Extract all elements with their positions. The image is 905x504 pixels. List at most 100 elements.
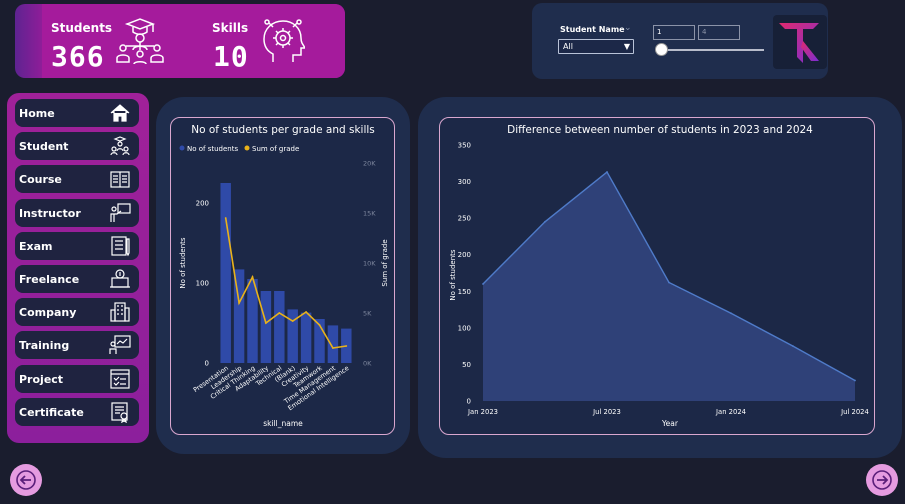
area-chart-title: Difference between number of students in…	[507, 124, 813, 136]
y2-tick-label: 5K	[363, 310, 372, 318]
nav-item-label: Project	[19, 372, 64, 386]
y-tick-label: 250	[458, 215, 471, 223]
area-point[interactable]	[482, 283, 484, 285]
y-tick-label: 0	[467, 398, 471, 406]
kpi-card: Students 366 Skills 10	[15, 4, 345, 78]
nav-item-label: Instructor	[19, 206, 81, 220]
nav-item-label: Student	[19, 140, 69, 154]
grade-point[interactable]	[238, 302, 240, 304]
bar[interactable]	[260, 291, 272, 363]
brand-logo	[773, 15, 827, 69]
bar-chart: No of students per grade and skills No o…	[179, 124, 389, 428]
y-tick-label: 50	[462, 361, 471, 369]
student-name-label: Student Name	[560, 25, 625, 34]
bar[interactable]	[327, 325, 339, 363]
range-slider-thumb[interactable]	[655, 43, 668, 56]
bar[interactable]	[287, 309, 298, 363]
freelance-icon	[110, 269, 130, 288]
nav-panel: Home Student Course Instructor Exam Freelance…	[7, 93, 149, 443]
instructor-icon	[110, 202, 131, 222]
training-icon	[109, 335, 131, 355]
x-tick-label: Jul 2023	[592, 408, 621, 416]
nav-item-label: Home	[19, 107, 55, 120]
grade-point[interactable]	[332, 347, 334, 349]
grade-point[interactable]	[251, 276, 254, 278]
grade-point[interactable]	[278, 312, 281, 314]
legend-students-marker	[179, 145, 185, 151]
bar-chart-ylabel: No of students	[179, 237, 187, 288]
grade-point[interactable]	[305, 311, 307, 313]
nav-item-certificate[interactable]: Certificate	[15, 397, 139, 426]
nav-item-company[interactable]: Company	[15, 298, 139, 327]
chevron-down-icon[interactable]: ⌄	[624, 23, 632, 33]
nav-item-course[interactable]: Course	[15, 165, 139, 194]
area-point[interactable]	[792, 345, 794, 348]
grade-point[interactable]	[265, 322, 267, 324]
previous-page-button[interactable]	[10, 464, 42, 496]
grade-point[interactable]	[291, 320, 294, 322]
next-page-button[interactable]	[866, 464, 898, 496]
kpi-inner	[42, 4, 345, 78]
students-value: 366	[51, 40, 105, 73]
bar[interactable]	[247, 279, 258, 363]
grade-point[interactable]	[345, 345, 348, 347]
nav-item-exam[interactable]: Exam	[15, 231, 139, 260]
arrow-right-icon	[872, 470, 892, 490]
y2-tick-label: 15K	[363, 210, 376, 218]
range-slider-track[interactable]	[656, 49, 764, 51]
legend-grade-label: Sum of grade	[252, 145, 299, 153]
student-name-dropdown[interactable]: All ▼	[558, 39, 634, 54]
y-tick-label: 350	[458, 142, 471, 150]
y-tick-label: 0	[205, 360, 209, 368]
x-tick-label: Jan 2024	[715, 408, 746, 416]
x-tick-label: Jan 2023	[467, 408, 498, 416]
area-point[interactable]	[606, 171, 608, 173]
students-label: Students	[51, 21, 113, 35]
area-chart: Difference between number of students in…	[449, 124, 869, 428]
area-chart-card: Difference between number of students in…	[439, 117, 875, 435]
bar[interactable]	[314, 319, 325, 363]
bar[interactable]	[300, 312, 312, 363]
legend-grade-marker	[244, 145, 250, 151]
range-max-input[interactable]: 4	[698, 25, 740, 40]
bar[interactable]	[233, 269, 245, 363]
nav-item-label: Exam	[19, 239, 53, 253]
nav-item-training[interactable]: Training	[15, 331, 139, 360]
bar-chart-y2label: Sum of grade	[381, 239, 389, 286]
y2-tick-label: 20K	[363, 160, 376, 168]
bar[interactable]	[274, 291, 285, 363]
dropdown-caret-icon: ▼	[623, 42, 630, 51]
bar-chart-xlabel: skill_name	[263, 419, 303, 428]
brain-gear-icon	[263, 19, 305, 62]
y-tick-label: 300	[458, 178, 471, 186]
nav-item-label: Course	[19, 173, 62, 187]
nav-item-student[interactable]: Student	[15, 132, 139, 161]
skills-value: 10	[213, 40, 249, 73]
logo-icon	[779, 23, 819, 63]
bar-chart-title: No of students per grade and skills	[191, 124, 375, 136]
arrow-left-icon	[16, 470, 36, 490]
nav-item-instructor[interactable]: Instructor	[15, 198, 139, 227]
nav-item-home[interactable]: Home	[15, 99, 139, 127]
y-tick-label: 100	[196, 280, 209, 288]
nav-item-label: Freelance	[19, 273, 80, 286]
area-point[interactable]	[544, 220, 546, 223]
area-chart-xlabel: Year	[661, 419, 679, 428]
area-point[interactable]	[730, 312, 732, 315]
range-min-input[interactable]: 1	[653, 25, 695, 40]
nav-item-project[interactable]: Project	[15, 364, 139, 393]
nav-item-label: Training	[19, 339, 70, 353]
nav-item-freelance[interactable]: Freelance	[15, 265, 139, 293]
area-chart-ylabel: No of students	[449, 249, 457, 300]
grade-point[interactable]	[224, 217, 227, 219]
x-tick-label: Jul 2024	[840, 408, 869, 416]
bar-chart-card: No of students per grade and skills No o…	[170, 117, 395, 435]
area-point[interactable]	[854, 379, 856, 382]
grade-line	[224, 217, 347, 349]
area-point[interactable]	[668, 281, 670, 284]
exam-icon	[111, 236, 130, 257]
nav-item-label: Company	[19, 306, 77, 320]
grade-point[interactable]	[318, 324, 321, 326]
y2-tick-label: 10K	[363, 260, 376, 268]
bar[interactable]	[220, 183, 231, 363]
